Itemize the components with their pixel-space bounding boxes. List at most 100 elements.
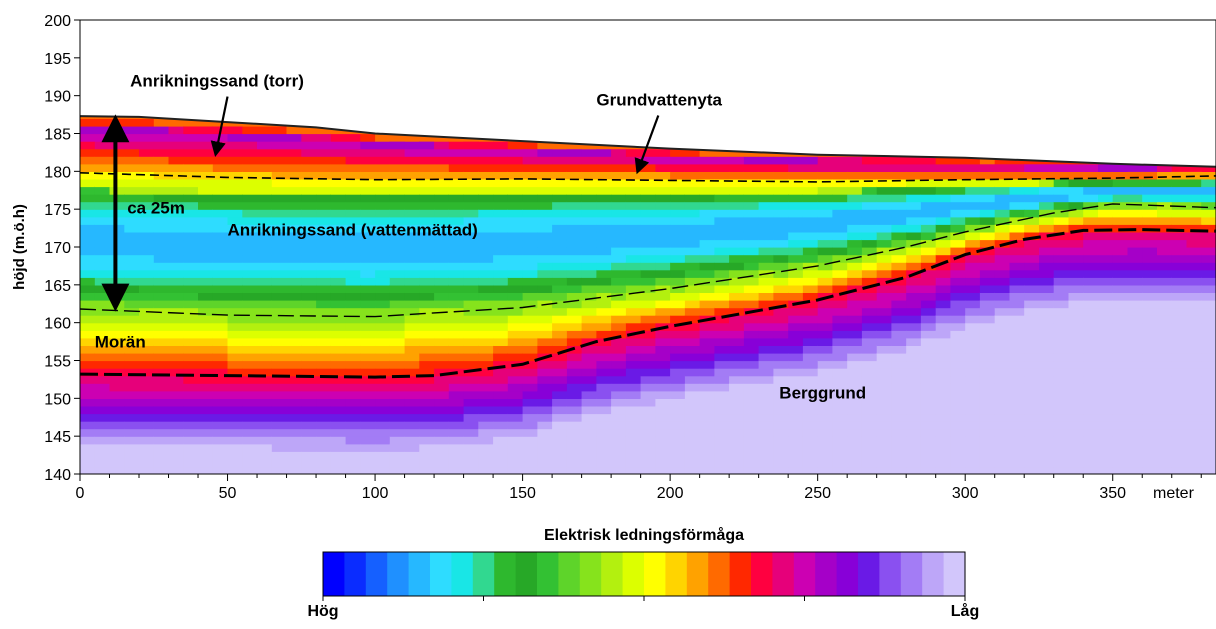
heatmap-cell: [301, 224, 317, 233]
heatmap-cell: [552, 239, 568, 248]
heatmap-cell: [743, 254, 760, 263]
heatmap-cell: [316, 239, 332, 248]
heatmap-cell: [876, 277, 893, 286]
heatmap-cell: [360, 360, 376, 369]
heatmap-cell: [1024, 443, 1040, 452]
heatmap-cell: [699, 307, 715, 316]
heatmap-cell: [434, 194, 450, 203]
heatmap-cell: [773, 330, 789, 339]
heatmap-cell: [316, 315, 332, 324]
heatmap-cell: [478, 421, 494, 430]
heatmap-cell: [316, 224, 332, 233]
heatmap-cell: [448, 156, 465, 165]
heatmap-cell: [1024, 163, 1040, 172]
heatmap-cell: [1157, 360, 1173, 369]
y-tick-label: 170: [44, 240, 71, 257]
heatmap-cell: [242, 451, 258, 460]
heatmap-cell: [1068, 451, 1084, 460]
heatmap-cell: [1024, 428, 1040, 437]
heatmap-cell: [788, 262, 804, 271]
heatmap-cell: [212, 458, 229, 468]
heatmap-cell: [463, 307, 479, 316]
heatmap-cell: [330, 436, 347, 445]
heatmap-cell: [168, 156, 184, 165]
heatmap-cell: [448, 231, 465, 241]
heatmap-cell: [1009, 428, 1025, 437]
heatmap-cell: [1083, 216, 1099, 225]
heatmap-cell: [360, 428, 376, 437]
heatmap-cell: [124, 148, 140, 157]
heatmap-cell: [404, 163, 420, 172]
heatmap-cell: [286, 171, 302, 180]
heatmap-cell: [655, 186, 671, 195]
heatmap-cell: [994, 262, 1011, 271]
heatmap-cell: [906, 171, 922, 180]
heatmap-cell: [316, 322, 332, 331]
heatmap-cell: [684, 375, 701, 384]
heatmap-cell: [1186, 178, 1202, 188]
heatmap-cell: [212, 300, 229, 309]
heatmap-cell: [979, 163, 996, 172]
heatmap-cell: [788, 254, 804, 263]
heatmap-cell: [301, 360, 317, 369]
heatmap-cell: [714, 368, 730, 377]
heatmap-cell: [301, 398, 317, 407]
heatmap-cell: [257, 405, 273, 415]
heatmap-cell: [758, 421, 774, 430]
heatmap-cell: [109, 352, 125, 362]
heatmap-cell: [729, 307, 745, 316]
heatmap-cell: [1068, 337, 1084, 346]
heatmap-cell: [537, 163, 553, 172]
heatmap-cell: [552, 421, 568, 430]
heatmap-cell: [389, 262, 406, 271]
heatmap-cell: [566, 405, 583, 415]
heatmap-cell: [802, 360, 819, 369]
heatmap-cell: [1112, 360, 1129, 369]
heatmap-cell: [109, 466, 125, 474]
heatmap-cell: [139, 383, 155, 392]
heatmap-cell: [124, 345, 140, 354]
heatmap-cell: [507, 337, 524, 346]
heatmap-cell: [227, 458, 243, 468]
heatmap-cell: [1186, 194, 1202, 203]
heatmap-cell: [330, 194, 347, 203]
heatmap-cell: [876, 368, 893, 377]
heatmap-cell: [655, 383, 671, 392]
heatmap-cell: [257, 124, 273, 127]
heatmap-cell: [94, 443, 111, 452]
heatmap-cell: [1083, 458, 1099, 468]
heatmap-cell: [566, 451, 583, 460]
heatmap-cell: [891, 284, 907, 293]
heatmap-cell: [729, 262, 745, 271]
heatmap-cell: [1112, 322, 1129, 331]
heatmap-cell: [640, 224, 656, 233]
heatmap-cell: [699, 421, 715, 430]
heatmap-cell: [212, 398, 229, 407]
heatmap-cell: [183, 451, 199, 460]
heatmap-cell: [301, 292, 317, 301]
heatmap-cell: [434, 390, 450, 399]
heatmap-cell: [1186, 368, 1202, 377]
heatmap-cell: [1186, 337, 1202, 346]
heatmap-cell: [552, 194, 568, 203]
heatmap-cell: [1068, 186, 1084, 195]
heatmap-cell: [448, 262, 465, 271]
heatmap-cell: [183, 368, 199, 377]
heatmap-cell: [478, 292, 494, 301]
heatmap-cell: [478, 315, 494, 324]
heatmap-cell: [935, 194, 952, 203]
heatmap-cell: [360, 163, 376, 172]
heatmap-cell: [994, 451, 1011, 460]
heatmap-cell: [802, 330, 819, 339]
heatmap-cell: [729, 398, 745, 407]
heatmap-cell: [448, 466, 465, 474]
heatmap-cell: [861, 186, 878, 195]
heatmap-cell: [1053, 239, 1070, 248]
heatmap-cell: [920, 224, 937, 233]
heatmap-cell: [861, 337, 878, 346]
heatmap-cell: [168, 405, 184, 415]
heatmap-cell: [625, 231, 642, 241]
heatmap-cell: [920, 352, 937, 362]
colorbar-swatch: [751, 552, 773, 596]
heatmap-cell: [522, 315, 538, 324]
